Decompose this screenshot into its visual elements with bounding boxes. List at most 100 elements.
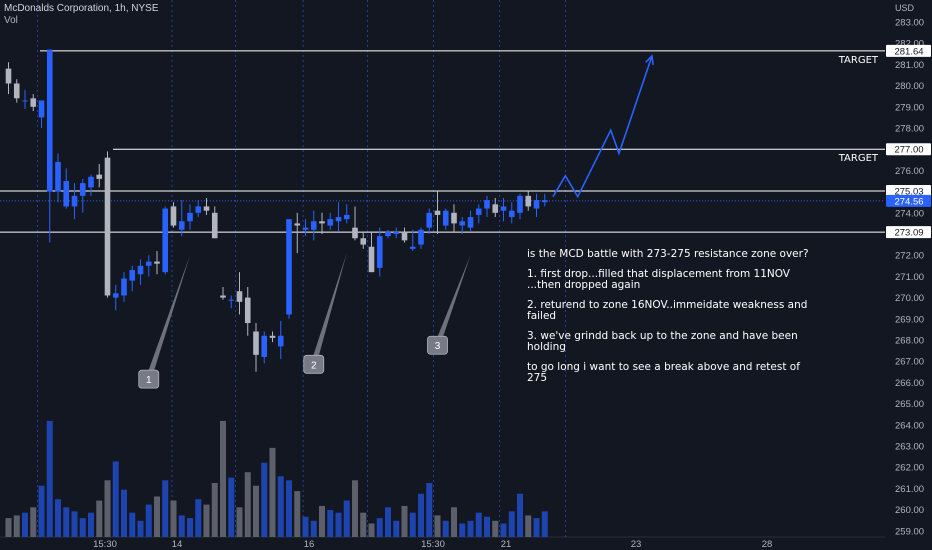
volume-bar bbox=[302, 516, 309, 537]
volume-bar bbox=[319, 505, 325, 537]
volume-bar bbox=[170, 500, 177, 537]
candle-body bbox=[63, 181, 70, 207]
level-price-tag bbox=[886, 143, 931, 156]
candle-body bbox=[286, 219, 292, 315]
volume-bar bbox=[137, 520, 144, 537]
candle-body bbox=[71, 195, 78, 207]
note-point-1: 1. first drop...filled that displacement… bbox=[527, 268, 790, 291]
level-price-label: 277.00 bbox=[894, 145, 923, 156]
volume-bar bbox=[484, 516, 490, 537]
volume-bar bbox=[451, 507, 457, 537]
y-tick-label: 280.00 bbox=[895, 81, 924, 92]
candle-body bbox=[46, 49, 53, 192]
note-question: is the MCD battle with 273-275 resistanc… bbox=[527, 248, 809, 260]
volume-bar bbox=[492, 520, 499, 537]
volume-bar bbox=[475, 512, 482, 537]
level-price-tag bbox=[886, 184, 931, 197]
candle-body bbox=[211, 212, 218, 239]
volume-bar bbox=[195, 499, 202, 537]
x-tick-label: 14 bbox=[172, 539, 183, 550]
x-tick-label: 23 bbox=[631, 539, 642, 550]
volume-bar bbox=[71, 511, 78, 537]
candle-body bbox=[368, 246, 375, 273]
x-tick-label: 28 bbox=[762, 539, 773, 550]
y-tick-label: 278.00 bbox=[895, 124, 924, 135]
candle-body bbox=[129, 270, 136, 281]
volume-bar bbox=[228, 477, 235, 537]
volume-bar bbox=[203, 504, 210, 537]
volume-bar bbox=[96, 500, 103, 537]
volume-bar bbox=[525, 515, 532, 537]
candle-body bbox=[253, 331, 259, 355]
level-price-label: 275.03 bbox=[894, 186, 923, 197]
volume-bar bbox=[121, 489, 127, 537]
volume-bar bbox=[253, 485, 259, 537]
volume-bar bbox=[154, 496, 160, 537]
candle-body bbox=[484, 200, 490, 209]
volume-bar bbox=[145, 504, 152, 537]
volume-bar bbox=[442, 520, 449, 537]
y-tick-label: 269.00 bbox=[895, 314, 924, 325]
volume-bar bbox=[79, 518, 86, 537]
volume-bar bbox=[55, 499, 61, 537]
candle-body bbox=[418, 229, 424, 245]
candle-body bbox=[302, 227, 309, 230]
y-tick-label: 260.00 bbox=[895, 505, 924, 516]
volume-bar bbox=[310, 520, 317, 537]
callout-number: 3 bbox=[435, 341, 441, 352]
candle-body bbox=[517, 195, 523, 213]
volume-bar bbox=[335, 512, 342, 537]
candle-body bbox=[112, 293, 119, 298]
candle-body bbox=[319, 221, 325, 224]
callout-number: 1 bbox=[146, 375, 152, 386]
y-tick-label: 261.00 bbox=[895, 484, 924, 495]
candle-body bbox=[244, 297, 251, 324]
y-tick-label: 265.00 bbox=[895, 399, 924, 410]
y-tick-label: 259.00 bbox=[895, 526, 924, 537]
y-tick-label: 283.00 bbox=[895, 18, 924, 29]
volume-bar bbox=[220, 420, 226, 537]
candle-body bbox=[121, 278, 127, 296]
candle-body bbox=[236, 291, 243, 302]
level-price-label: 273.09 bbox=[894, 228, 923, 239]
volume-bar bbox=[541, 511, 548, 537]
level-price-tag bbox=[886, 44, 931, 57]
candle-body bbox=[104, 157, 111, 296]
volume-bar bbox=[360, 512, 367, 537]
candle-body bbox=[467, 217, 474, 228]
volume-bar bbox=[129, 512, 136, 537]
current-price-tag bbox=[886, 194, 931, 207]
volume-bar bbox=[236, 507, 243, 537]
y-tick-label: 272.00 bbox=[895, 251, 924, 262]
volume-label: Vol bbox=[4, 15, 18, 26]
volume-bar bbox=[401, 505, 408, 537]
callout-pointer bbox=[434, 255, 471, 345]
candle-body bbox=[5, 68, 12, 84]
volume-bar bbox=[294, 491, 301, 537]
volume-bar bbox=[112, 461, 119, 537]
candle-body bbox=[451, 212, 457, 224]
candle-body bbox=[541, 200, 548, 203]
candle-body bbox=[442, 210, 449, 226]
y-tick-label: 276.00 bbox=[895, 166, 924, 177]
callout-pointer bbox=[310, 253, 347, 364]
volume-bar bbox=[277, 476, 284, 537]
volume-bar bbox=[459, 523, 466, 537]
candle-body bbox=[13, 83, 20, 99]
candle-body bbox=[310, 221, 317, 230]
volume-bar bbox=[46, 420, 53, 537]
candle-body bbox=[30, 98, 37, 107]
candle-body bbox=[145, 261, 152, 266]
candle-body bbox=[492, 204, 499, 213]
x-tick-label: 16 bbox=[304, 539, 315, 550]
candle-body bbox=[352, 227, 358, 239]
callout-badge bbox=[427, 335, 448, 355]
volume-bar bbox=[508, 511, 515, 537]
callout-pointer bbox=[145, 255, 190, 379]
callout-badge bbox=[138, 369, 160, 389]
y-tick-label: 282.00 bbox=[895, 39, 924, 50]
volume-bar bbox=[38, 485, 45, 537]
volume-bar bbox=[352, 480, 358, 537]
x-tick-label: 21 bbox=[501, 539, 512, 550]
